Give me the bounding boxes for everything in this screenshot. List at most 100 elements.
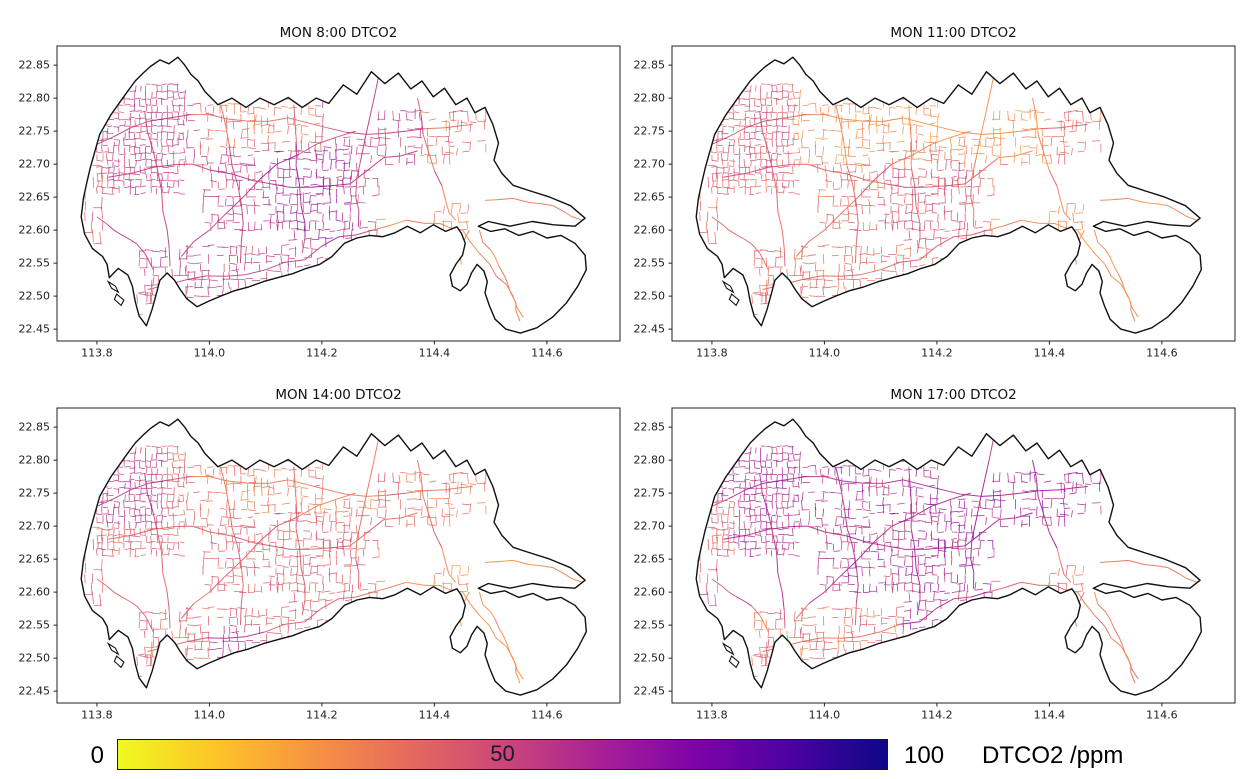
road-segments <box>768 482 972 600</box>
road-segments <box>711 445 1101 621</box>
road-segments <box>707 501 1084 667</box>
x-tick-label: 114.4 <box>1034 709 1066 722</box>
road-segments <box>288 479 582 670</box>
colorbar-max-label: 100 <box>904 742 945 769</box>
y-tick-label: 22.45 <box>19 323 51 336</box>
road-segments <box>445 199 572 318</box>
colorbar-units-label: DTCO2 /ppm <box>982 742 1124 769</box>
island-outline <box>106 642 120 656</box>
x-tick-label: 114.6 <box>1146 709 1178 722</box>
island-outline <box>113 293 125 307</box>
y-tick-label: 22.80 <box>19 92 51 105</box>
road-segments <box>96 83 414 297</box>
subplot-title: MON 14:00 DTCO2 <box>275 387 401 403</box>
road-segments <box>259 163 306 238</box>
road-segments <box>209 104 507 285</box>
road-segments <box>93 445 477 667</box>
road-segments <box>190 114 565 284</box>
road-segments <box>780 559 1180 680</box>
y-tick-label: 22.65 <box>19 191 51 204</box>
x-tick-label: 114.4 <box>419 347 451 360</box>
road-segments <box>276 154 340 248</box>
y-tick-label: 22.85 <box>19 421 51 434</box>
axes-frame <box>56 45 621 342</box>
y-tick-label: 22.70 <box>19 520 51 533</box>
y-tick-label: 22.70 <box>19 158 51 171</box>
axes-frame <box>671 45 1236 342</box>
y-tick-label: 22.75 <box>19 487 51 500</box>
y-tick-label: 22.85 <box>19 59 51 72</box>
road-segments <box>92 83 423 304</box>
road-segments <box>96 120 358 277</box>
road-segments <box>699 535 1075 666</box>
island-outline <box>113 655 125 669</box>
shenzhen-boundary <box>695 418 1202 696</box>
shenzhen-boundary <box>80 56 587 334</box>
road-segments <box>84 451 487 665</box>
x-tick-label: 114.2 <box>306 347 338 360</box>
road-segments <box>759 111 763 132</box>
y-tick-label: 22.85 <box>634 59 666 72</box>
road-segments <box>780 630 808 650</box>
road-network <box>84 440 582 690</box>
road-segments <box>310 185 332 188</box>
road-segments <box>106 78 443 245</box>
subplot-title: MON 17:00 DTCO2 <box>890 387 1016 403</box>
y-tick-label: 22.55 <box>634 257 666 270</box>
x-tick-label: 113.8 <box>81 347 113 360</box>
colorbar-mid-label: 50 <box>490 741 515 766</box>
y-tick-label: 22.80 <box>19 454 51 467</box>
subplot-mon-1400: MON 14:00 DTCO2 113.8 114.0 114.2 114.4 114.… <box>19 387 621 722</box>
road-segments <box>96 111 387 286</box>
road-segments <box>84 84 470 328</box>
y-tick-label: 22.75 <box>634 125 666 138</box>
subplot-mon-1100: MON 11:00 DTCO2 113.8 114.0 114.2 114.4 114.… <box>634 25 1236 360</box>
road-network <box>699 78 1197 328</box>
road-segments <box>442 566 470 585</box>
island-outline <box>728 293 740 307</box>
road-segments <box>84 445 471 690</box>
road-segments <box>193 459 473 605</box>
road-segments <box>96 447 259 660</box>
road-segments <box>711 445 1102 634</box>
subplot-mon-1700: MON 17:00 DTCO2 113.8 114.0 114.2 114.4 114.… <box>634 387 1236 722</box>
y-tick-label: 22.55 <box>634 619 666 632</box>
road-network <box>84 78 582 328</box>
y-tick-label: 22.60 <box>634 224 666 237</box>
road-segments <box>146 492 266 639</box>
subplot-mon-0800: MON 8:00 DTCO2 113.8 114.0 114.2 114.4 114.6… <box>19 25 621 360</box>
road-segments <box>903 104 1157 267</box>
road-segments <box>96 83 423 303</box>
road-segments <box>883 117 1187 322</box>
road-segments <box>711 447 1078 630</box>
subplot-title: MON 8:00 DTCO2 <box>280 25 398 41</box>
x-tick-label: 114.2 <box>921 347 953 360</box>
road-segments <box>96 482 149 507</box>
road-segments <box>793 96 1085 230</box>
x-tick-label: 114.0 <box>194 347 226 360</box>
x-tick-label: 114.6 <box>531 347 563 360</box>
road-segments <box>711 84 973 296</box>
shenzhen-boundary <box>695 56 1202 334</box>
y-tick-label: 22.45 <box>634 323 666 336</box>
road-segments <box>815 116 910 156</box>
y-tick-label: 22.65 <box>634 553 666 566</box>
road-segments <box>84 445 471 689</box>
road-segments <box>93 83 457 327</box>
y-tick-label: 22.50 <box>634 652 666 665</box>
road-segments <box>824 99 1168 308</box>
road-segments <box>276 149 354 239</box>
y-tick-label: 22.70 <box>634 158 666 171</box>
road-segments <box>699 84 1066 305</box>
x-tick-label: 113.8 <box>696 347 728 360</box>
x-tick-label: 114.6 <box>531 709 563 722</box>
y-tick-label: 22.85 <box>634 421 666 434</box>
road-segments <box>712 514 1084 689</box>
x-tick-label: 114.4 <box>419 709 451 722</box>
y-tick-label: 22.50 <box>19 290 51 303</box>
y-tick-label: 22.80 <box>634 92 666 105</box>
y-tick-label: 22.65 <box>634 191 666 204</box>
road-segments <box>735 440 994 623</box>
y-tick-label: 22.75 <box>634 487 666 500</box>
